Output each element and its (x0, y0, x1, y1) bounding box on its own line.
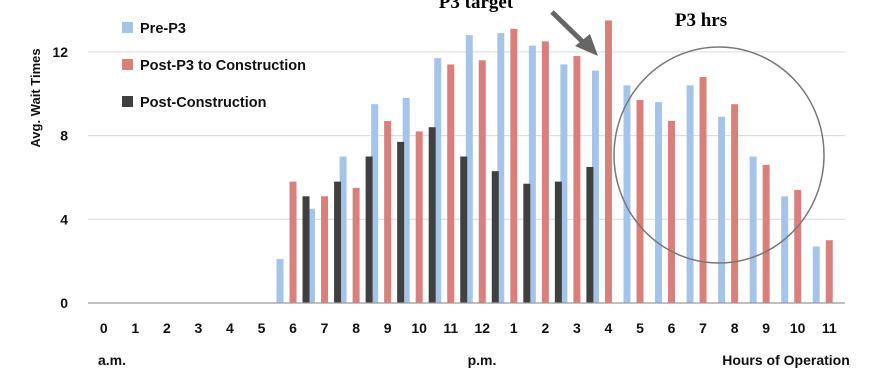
x-tick-label: 11 (822, 320, 837, 336)
bar (434, 58, 442, 304)
p3-hours-circle (613, 46, 825, 264)
bar (591, 70, 599, 303)
legend-swatch (122, 96, 133, 107)
legend-label: Post-Construction (140, 95, 266, 111)
bar (460, 156, 468, 303)
x-tick-label: 3 (194, 320, 202, 336)
bar (668, 120, 676, 304)
bar (365, 156, 373, 303)
y-axis-label: Avg. Wait Times (28, 48, 43, 147)
bar (276, 259, 284, 303)
x-tick-label: 9 (384, 320, 392, 336)
bar (371, 104, 379, 303)
bar (302, 196, 310, 303)
bar (491, 171, 499, 303)
bar (749, 156, 757, 303)
bar (636, 99, 644, 303)
pm-label: p.m. (468, 352, 497, 368)
bar (718, 116, 726, 303)
x-tick-label: 10 (411, 320, 427, 336)
bar (447, 64, 455, 304)
x-tick-label: 11 (443, 320, 458, 336)
legend-swatch (122, 59, 133, 70)
x-tick-label: 1 (131, 320, 139, 336)
bar (415, 131, 423, 303)
bar (321, 196, 329, 303)
x-tick-label: 5 (258, 320, 266, 336)
bar (781, 196, 789, 303)
bar (586, 166, 594, 303)
y-tick-label: 8 (60, 128, 68, 144)
bar (573, 56, 581, 303)
bar (497, 33, 505, 304)
p3-hours-label: P3 hrs (675, 10, 727, 31)
bar (699, 76, 707, 303)
bar (541, 41, 549, 304)
x-tick-label: 0 (100, 320, 108, 336)
x-tick-label: 7 (321, 320, 329, 336)
bar (308, 208, 316, 303)
legend: Pre-P3 Post-P3 to Construction Post-Constr… (122, 21, 306, 111)
bar (289, 181, 297, 303)
am-label: a.m. (98, 352, 126, 368)
x-tick-label: 7 (699, 320, 707, 336)
bar (465, 35, 473, 303)
bar (397, 141, 405, 303)
bar (352, 187, 360, 303)
bar (604, 20, 612, 303)
bar (623, 85, 631, 303)
x-tick-label: 2 (541, 320, 549, 336)
x-tick-label: 6 (289, 320, 297, 336)
x-axis-label: Hours of Operation (722, 352, 850, 368)
bar (523, 183, 531, 303)
x-tick-label: 8 (731, 320, 739, 336)
x-tick-label: 8 (352, 320, 360, 336)
bar (655, 102, 663, 303)
x-tick-label: 5 (636, 320, 644, 336)
x-tick-label: 4 (605, 320, 613, 336)
bar (402, 97, 410, 304)
bars (276, 20, 833, 304)
x-tick-label: 9 (762, 320, 770, 336)
bar (812, 246, 820, 303)
x-tick-label: 10 (790, 320, 806, 336)
y-tick-label: 4 (60, 211, 68, 227)
x-tick-label: 4 (226, 320, 234, 336)
bar (428, 127, 436, 303)
bar (339, 156, 347, 303)
legend-label: Post-P3 to Construction (140, 58, 306, 74)
bar (686, 85, 694, 303)
bar (560, 64, 568, 304)
p3-target-arrow (550, 10, 598, 56)
bar (825, 240, 833, 303)
x-tick-label: 12 (474, 320, 490, 336)
bar (510, 28, 518, 303)
bar (731, 104, 739, 303)
legend-swatch (122, 22, 133, 33)
bar (762, 164, 770, 303)
p3-target-label: P3 target (439, 0, 514, 13)
bar (554, 181, 562, 303)
bar (384, 120, 392, 304)
x-tick-label: 6 (668, 320, 676, 336)
y-axis-ticks: 0 4 8 12 (52, 44, 68, 311)
x-tick-label: 2 (163, 320, 171, 336)
y-tick-label: 0 (60, 295, 68, 311)
legend-label: Pre-P3 (140, 21, 186, 37)
x-tick-label: 3 (573, 320, 581, 336)
x-axis-ticks: 0 1 2 3 4 5 6 7 8 9 10 11 12 1 2 3 4 5 6 7 8 9 10 11 (100, 320, 837, 336)
x-tick-label: 1 (510, 320, 518, 336)
bar (334, 181, 342, 303)
bar (794, 189, 802, 303)
y-tick-label: 12 (52, 44, 68, 60)
bar (528, 45, 536, 303)
bar (478, 60, 486, 303)
